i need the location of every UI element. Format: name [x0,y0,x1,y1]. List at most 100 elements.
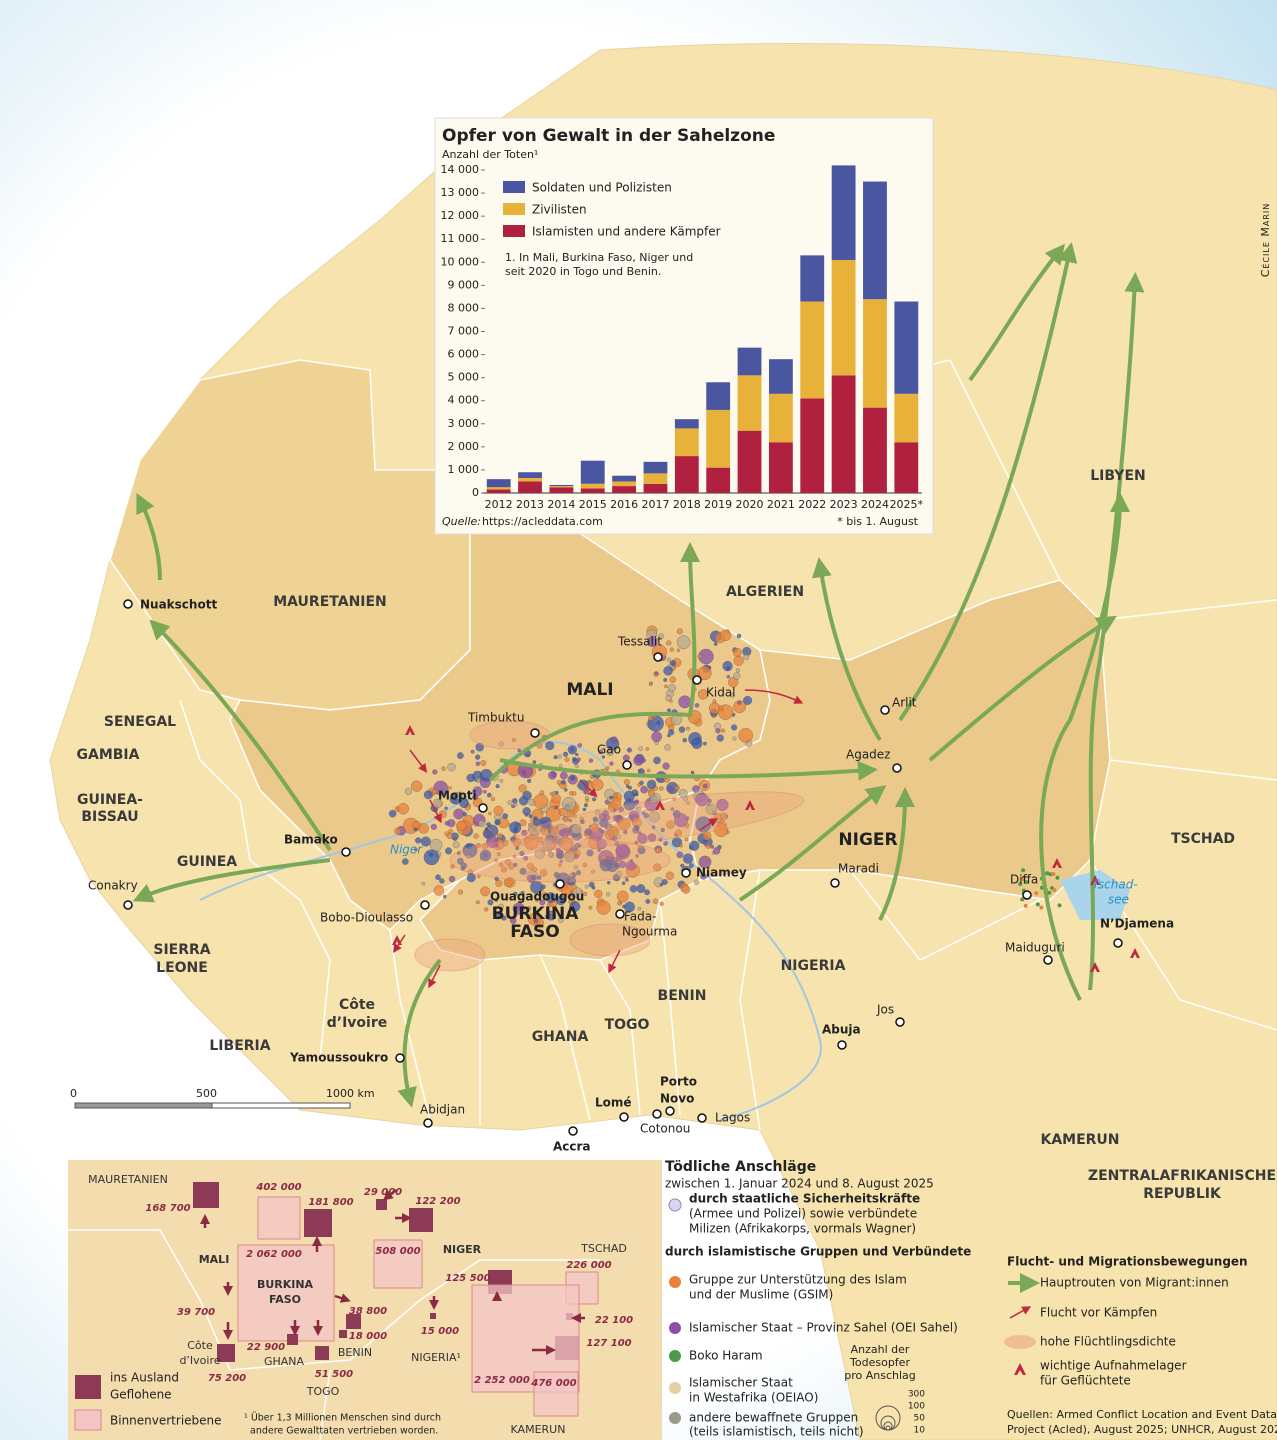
event-dot [720,728,726,733]
event-dot [556,780,562,785]
event-dot [1057,903,1062,908]
legend-text: 300 [908,1390,925,1400]
bar [580,488,605,493]
inset-value: 39 700 [177,1307,215,1318]
event-dot [733,655,744,666]
event-dot [559,764,563,768]
y-tick-label: 1 000 [448,463,480,476]
event-dot [612,815,619,821]
event-dot [448,875,456,883]
event-dots [388,625,1062,929]
x-tick-label: 2020 [736,498,764,511]
event-dot [702,831,712,841]
credit: Cécile Marin [1259,203,1272,278]
event-dot [555,790,559,795]
y-tick-label: 13 000 [441,186,480,199]
event-dot [533,918,539,924]
city-marker [1113,938,1123,948]
legend-text: und der Muslime (GSIM) [689,1288,833,1302]
city-label: N’Djamena [1100,917,1174,931]
event-dot [710,844,715,849]
event-dot [663,841,668,846]
event-dot [623,829,628,835]
event-dot [1048,872,1053,877]
country-label: LEONE [156,960,208,976]
city-label: Fada- [624,910,656,924]
event-dot [531,874,537,881]
bar [894,301,919,394]
legend-text: Flucht- und Migrationsbewegungen [1007,1255,1248,1269]
x-tick-label: 2019 [704,498,732,511]
event-dot [559,859,563,864]
event-dot [577,743,582,748]
event-dot [518,796,529,806]
event-dot [575,752,579,757]
event-dot [562,796,577,811]
event-dot [608,824,613,829]
city-marker [530,728,540,738]
y-tick-label: 10 000 [441,255,480,268]
event-dot [518,784,527,793]
x-tick-label: 2024 [861,498,889,511]
event-dot [602,810,609,817]
lake-chad [1060,870,1130,920]
y-tick-label: 5 000 [448,371,480,384]
event-dot [641,811,646,815]
migration-routes [132,242,1145,1108]
event-dot [456,851,461,855]
event-dot [625,860,636,871]
country-label: SIERRA [153,942,210,958]
event-dot [653,756,661,765]
inset-box [430,1313,436,1319]
event-dot [512,902,525,915]
chart-title: Opfer von Gewalt in der Sahelzone [442,126,775,146]
event-dot [445,847,453,855]
event-dot [652,898,659,904]
bar [674,419,699,429]
event-dot [684,837,689,842]
inset-value: 2 252 000 [474,1375,530,1386]
event-dot [494,858,498,863]
inset-label: Binnenvertriebene [110,1414,222,1428]
bar [518,481,542,493]
city-label: Arlit [892,696,917,710]
bar [674,456,699,493]
event-dot [688,863,694,868]
event-dot [535,898,539,902]
city-label: Porto [660,1075,697,1089]
event-dot [661,879,668,885]
event-dot [502,840,509,847]
event-dot [394,827,402,835]
source: https://acleddata.com [482,515,603,528]
event-dot [466,773,475,783]
event-dot [447,762,456,772]
event-dot [536,875,542,880]
legend-text: (teils islamistisch, teils nicht) [689,1425,864,1439]
x-tick-label: 2014 [547,498,575,511]
country-label: SENEGAL [104,714,176,730]
event-dot [450,864,455,869]
event-dot [495,844,500,848]
event-dot [1039,905,1044,910]
inset-value: 75 200 [208,1373,246,1384]
inset-box [533,1371,579,1417]
city-marker [681,868,691,878]
event-dot [487,899,494,906]
event-dot [676,648,681,653]
event-dot [480,760,487,766]
event-dot [597,848,601,852]
inset-label: GHANA [264,1355,305,1368]
event-dot [636,806,642,812]
bar [580,460,605,484]
city-marker [123,900,133,910]
event-dot [572,887,583,898]
event-dot [617,901,622,906]
event-dot [648,811,660,823]
y-tick-label: 7 000 [448,325,480,338]
event-dot [413,827,418,832]
event-dot [507,800,513,806]
event-dot [460,862,468,870]
event-dot [573,864,579,870]
legend-text: Flucht vor Kämpfen [1040,1306,1157,1320]
city-marker [1043,955,1053,965]
